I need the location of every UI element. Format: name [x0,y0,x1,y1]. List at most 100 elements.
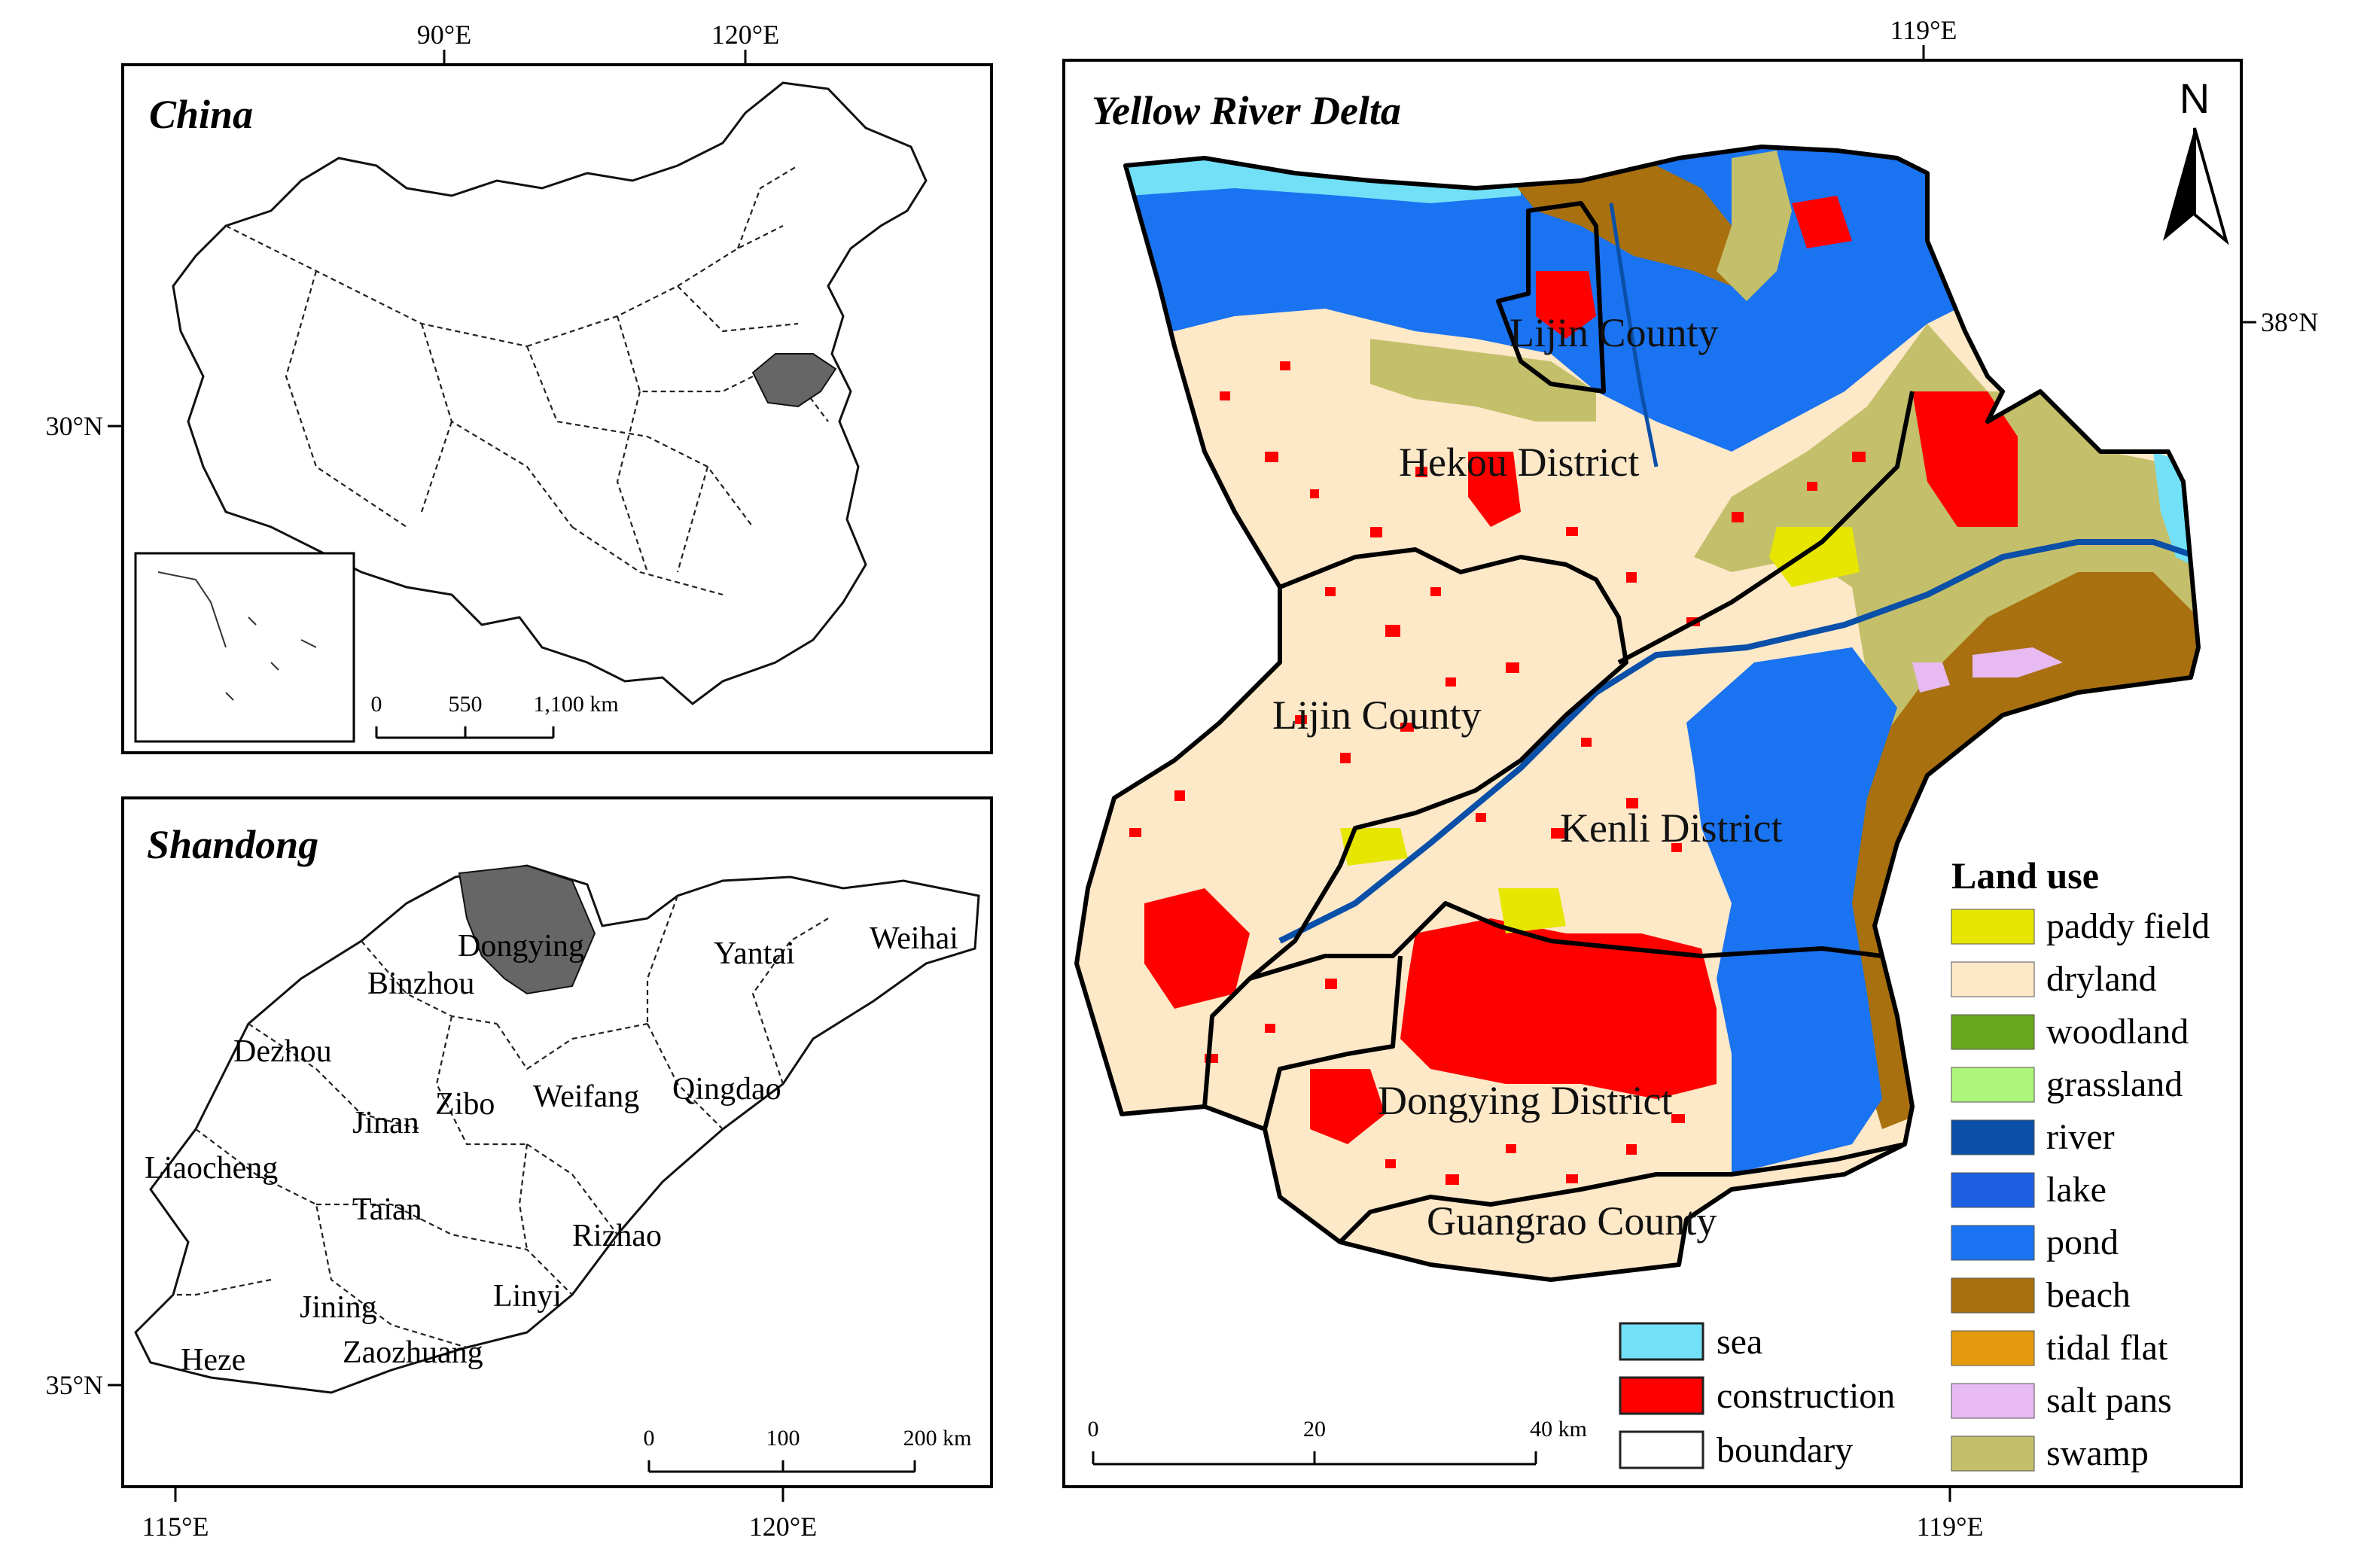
legend-label-river: river [2046,1117,2115,1157]
legend-swatch-dryland [1951,961,2035,997]
pond-east [1686,647,1897,1174]
legend-swatch-beach [1951,1277,2035,1314]
city-yantai: Yantai [714,936,795,971]
city-binzhou: Binzhou [367,967,474,1001]
construction-north-east [1792,196,1852,248]
legend-label-swamp: swamp [2046,1433,2149,1473]
china-lon-90: 90°E [417,20,471,50]
legend-title: Land use [1951,854,2099,897]
shandong-scale-100: 100 [766,1426,800,1451]
north-arrow: N [2163,75,2229,245]
delta-frame [1062,59,2243,1488]
city-weifang: Weifang [533,1079,639,1114]
legend-label-construction: construction [1717,1376,1895,1416]
china-scale-550: 550 [449,692,483,717]
shandong-lon-120: 120°E [749,1512,817,1542]
city-taian: Taian [352,1192,422,1227]
district-labels: Lijin County Hekou District Lijin County… [1272,310,1782,1244]
shandong-scale-200: 200 km [903,1426,972,1451]
china-lon-120: 120°E [711,20,779,50]
city-qingdao: Qingdao [672,1072,781,1107]
legend-label-paddy-field: paddy field [2046,906,2210,946]
city-jinan: Jinan [352,1106,419,1140]
delta-title: Yellow River Delta [1092,88,1401,133]
delta-lon-bottom: 119°E [1916,1512,1983,1542]
label-lijin-county-north: Lijin County [1509,310,1719,355]
construction-hekou [1468,452,1521,527]
legend-extra: sea construction boundary [1619,1322,1895,1470]
legend-swatch-grassland [1951,1067,2035,1103]
legend-label-grassland: grassland [2046,1064,2183,1104]
legend-swatch-paddy-field [1951,909,2035,945]
china-scale-0: 0 [371,692,382,717]
north-arrow-left [2163,128,2195,241]
construction-south [1310,1069,1385,1144]
label-dongying-district: Dongying District [1378,1078,1672,1123]
shandong-outline [134,864,980,1394]
shandong-panel: 35°N 115°E 120°E Shandong Dongying Binzh… [46,796,993,1542]
city-liaocheng: Liaocheng [145,1151,278,1186]
dongying-highlight [458,864,596,995]
label-guangrao-county: Guangrao County [1427,1198,1717,1244]
legend-swatch-river [1951,1119,2035,1155]
salt-pans-2 [1912,662,1950,693]
city-weihai: Weihai [870,921,958,956]
label-kenli-district: Kenli District [1560,805,1782,851]
shandong-city-lines [173,895,829,1349]
city-jining: Jining [300,1290,377,1325]
china-outline [172,81,928,705]
legend-swatch-tidal-flat [1951,1330,2035,1366]
paddy-dongying [1498,888,1566,933]
shandong-title: Shandong [147,822,318,867]
label-hekou-district: Hekou District [1399,440,1639,485]
china-panel: 90°E 120°E 30°N China 0 550 1,100 km [46,20,993,754]
city-zaozhuang: Zaozhuang [343,1335,483,1370]
swamp-north-1 [1717,151,1792,301]
legend-swatch-swamp [1951,1436,2035,1472]
delta-scale-20: 20 [1303,1417,1326,1442]
city-dezhou: Dezhou [233,1034,332,1069]
legend-swatch-lake [1951,1172,2035,1208]
shandong-lon-115: 115°E [142,1512,209,1542]
china-lat-30: 30°N [46,411,103,441]
china-title: China [149,92,253,137]
admin-boundaries [1074,145,2201,1282]
city-linyi: Linyi [493,1279,562,1314]
city-zibo: Zibo [435,1087,495,1122]
salt-pans-1 [1972,647,2063,677]
beach-north [1506,158,1754,286]
legend-label-dryland: dryland [2046,959,2157,999]
legend-label-boundary: boundary [1717,1430,1853,1470]
construction-east [1912,391,2018,527]
legend-label-lake: lake [2046,1170,2107,1210]
legend-label-woodland: woodland [2046,1012,2189,1052]
delta-panel: 119°E 38°N 119°E Yellow River Delta N [1062,15,2318,1542]
south-sea-inset [134,552,355,743]
delta-lon-top: 119°E [1890,15,1957,45]
legend-label-salt-pans: salt pans [2046,1381,2172,1420]
yellow-river [1278,539,2198,944]
delta-scale-0: 0 [1088,1417,1099,1442]
china-frame [121,63,993,754]
swamp-north-2 [1370,339,1596,422]
shandong-highlight [751,353,837,408]
shandong-lat-35: 35°N [46,1370,103,1400]
river-north [1609,202,1659,467]
north-arrow-right [2193,127,2229,245]
legend-label-tidal-flat: tidal flat [2046,1328,2168,1368]
legend-label-sea: sea [1717,1322,1762,1362]
city-heze: Heze [181,1343,245,1378]
construction-dongying [1400,918,1717,1099]
shandong-city-labels: Dongying Binzhou Yantai Weihai Dezhou Ji… [145,921,958,1378]
paddy-kenli [1769,527,1860,587]
china-scale-1100: 1,100 km [533,692,618,717]
shandong-frame [121,796,993,1488]
city-dongying: Dongying [458,929,584,964]
legend-swatch-construction [1619,1376,1704,1415]
legend-label-pond: pond [2046,1222,2119,1262]
legend-label-beach: beach [2046,1275,2131,1315]
delta-scale-40: 40 km [1530,1417,1587,1442]
construction-west [1144,888,1250,1009]
delta-lat-38: 38°N [2261,307,2318,337]
